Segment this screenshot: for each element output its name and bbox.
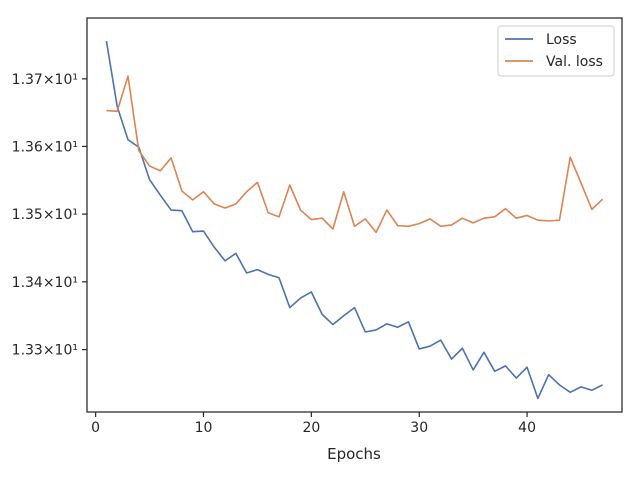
x-tick-label: 40: [518, 420, 536, 436]
legend-items: Loss Val. loss: [505, 32, 603, 70]
series-layer: [105, 40, 604, 400]
x-tick-label: 20: [302, 420, 320, 436]
plot-area: [86, 17, 623, 413]
y-axis-ticks: 1.33×10¹ 1.34×10¹ 1.35×10¹ 1.36×10¹ 1.37×10¹: [12, 72, 87, 359]
y-tick-label: 1.37×10¹: [12, 72, 78, 88]
y-tick-label: 1.36×10¹: [12, 139, 78, 155]
y-tick-label: 1.34×10¹: [12, 275, 78, 291]
y-tick-label: 1.35×10¹: [12, 207, 78, 223]
x-axis-ticks: 0 10 20 30 40: [91, 412, 536, 436]
legend: Loss Val. loss: [497, 25, 615, 77]
x-tick-label: 10: [195, 420, 213, 436]
series-line-val-loss: [106, 75, 604, 234]
x-tick-label: 0: [91, 420, 100, 436]
axes-frame: [86, 17, 623, 413]
series-line-loss: [105, 40, 603, 400]
legend-label: Loss: [546, 32, 577, 48]
y-tick-label: 1.33×10¹: [12, 343, 78, 359]
legend-label: Val. loss: [546, 54, 603, 70]
x-axis-label: Epochs: [327, 445, 381, 463]
x-tick-label: 30: [410, 420, 428, 436]
